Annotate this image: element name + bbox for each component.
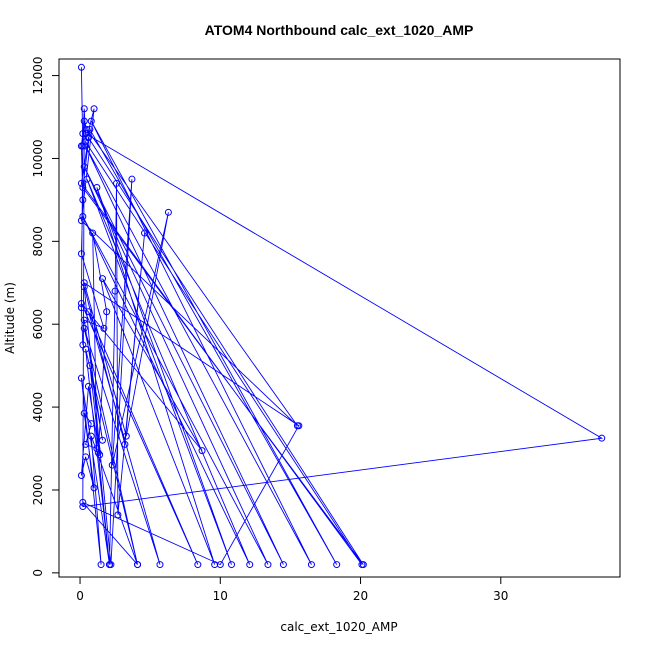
series-line xyxy=(80,67,604,566)
data-point xyxy=(80,279,88,287)
data-point xyxy=(100,324,108,332)
data-point xyxy=(83,175,91,183)
y-axis: 0 2000 4000 6000 8000 10000 12000 xyxy=(31,56,60,577)
data-point xyxy=(84,134,92,142)
data-point xyxy=(77,304,85,312)
data-point xyxy=(77,250,85,258)
data-point xyxy=(83,125,91,133)
data-point xyxy=(80,105,88,113)
data-point xyxy=(264,561,272,569)
data-point xyxy=(77,299,85,307)
data-point xyxy=(156,561,164,569)
data-point xyxy=(79,196,87,204)
data-point xyxy=(228,561,236,569)
data-point xyxy=(94,449,102,457)
data-point xyxy=(134,561,142,569)
data-point xyxy=(87,420,95,428)
data-point xyxy=(86,125,94,133)
data-point xyxy=(79,498,87,506)
y-tick-label: 8000 xyxy=(31,226,45,257)
x-tick-label: 20 xyxy=(353,589,368,603)
data-point xyxy=(84,382,92,390)
data-point xyxy=(121,440,129,448)
data-point xyxy=(128,175,136,183)
data-point xyxy=(80,117,88,125)
x-tick-label: 30 xyxy=(493,589,508,603)
y-axis-label: Altitude (m) xyxy=(3,282,17,354)
data-point xyxy=(295,422,303,430)
data-point xyxy=(113,179,121,187)
series-layer xyxy=(77,63,606,569)
data-point xyxy=(108,461,116,469)
data-point xyxy=(194,561,202,569)
data-point xyxy=(79,341,87,349)
data-point xyxy=(164,208,172,216)
data-point xyxy=(82,440,90,448)
data-point xyxy=(77,142,85,150)
data-point xyxy=(246,561,254,569)
data-point xyxy=(84,308,92,316)
data-point xyxy=(359,561,367,569)
data-point xyxy=(79,503,87,511)
data-point xyxy=(97,561,105,569)
data-point xyxy=(141,229,149,237)
data-point xyxy=(333,561,341,569)
data-point xyxy=(105,561,113,569)
y-tick-label: 2000 xyxy=(31,475,45,506)
data-point xyxy=(86,362,94,370)
data-point xyxy=(80,324,88,332)
data-point xyxy=(77,471,85,479)
data-point xyxy=(96,451,104,459)
data-point xyxy=(87,117,95,125)
data-point xyxy=(93,445,101,453)
y-tick-label: 12000 xyxy=(31,56,45,94)
data-point xyxy=(79,183,87,191)
data-point xyxy=(111,287,119,295)
data-point xyxy=(80,316,88,324)
data-point xyxy=(77,63,85,71)
data-point xyxy=(80,409,88,417)
data-point xyxy=(77,374,85,382)
data-point xyxy=(90,484,98,492)
data-point xyxy=(307,561,315,569)
data-point xyxy=(598,434,606,442)
x-tick-label: 10 xyxy=(213,589,228,603)
data-point xyxy=(114,511,122,519)
data-point xyxy=(87,432,95,440)
y-tick-label: 10000 xyxy=(31,139,45,177)
data-point xyxy=(98,275,106,283)
x-axis: 0 10 20 30 xyxy=(76,576,508,603)
data-point xyxy=(80,283,88,291)
data-point xyxy=(80,163,88,171)
data-point xyxy=(79,212,87,220)
x-tick-label: 0 xyxy=(76,589,84,603)
data-point xyxy=(98,436,106,444)
data-point xyxy=(77,179,85,187)
y-tick-label: 4000 xyxy=(31,392,45,423)
data-point xyxy=(89,229,97,237)
data-point xyxy=(103,308,111,316)
data-point xyxy=(79,130,87,138)
data-point xyxy=(122,432,130,440)
data-point xyxy=(279,561,287,569)
data-point xyxy=(82,142,90,150)
y-tick-label: 0 xyxy=(31,569,45,577)
data-point xyxy=(82,453,90,461)
y-tick-label: 6000 xyxy=(31,309,45,340)
data-point xyxy=(198,447,206,455)
data-point xyxy=(216,561,224,569)
data-point xyxy=(93,183,101,191)
data-point xyxy=(77,217,85,225)
data-point xyxy=(90,105,98,113)
x-axis-label: calc_ext_1020_AMP xyxy=(280,620,397,634)
chart-title: ATOM4 Northbound calc_ext_1020_AMP xyxy=(205,22,474,38)
